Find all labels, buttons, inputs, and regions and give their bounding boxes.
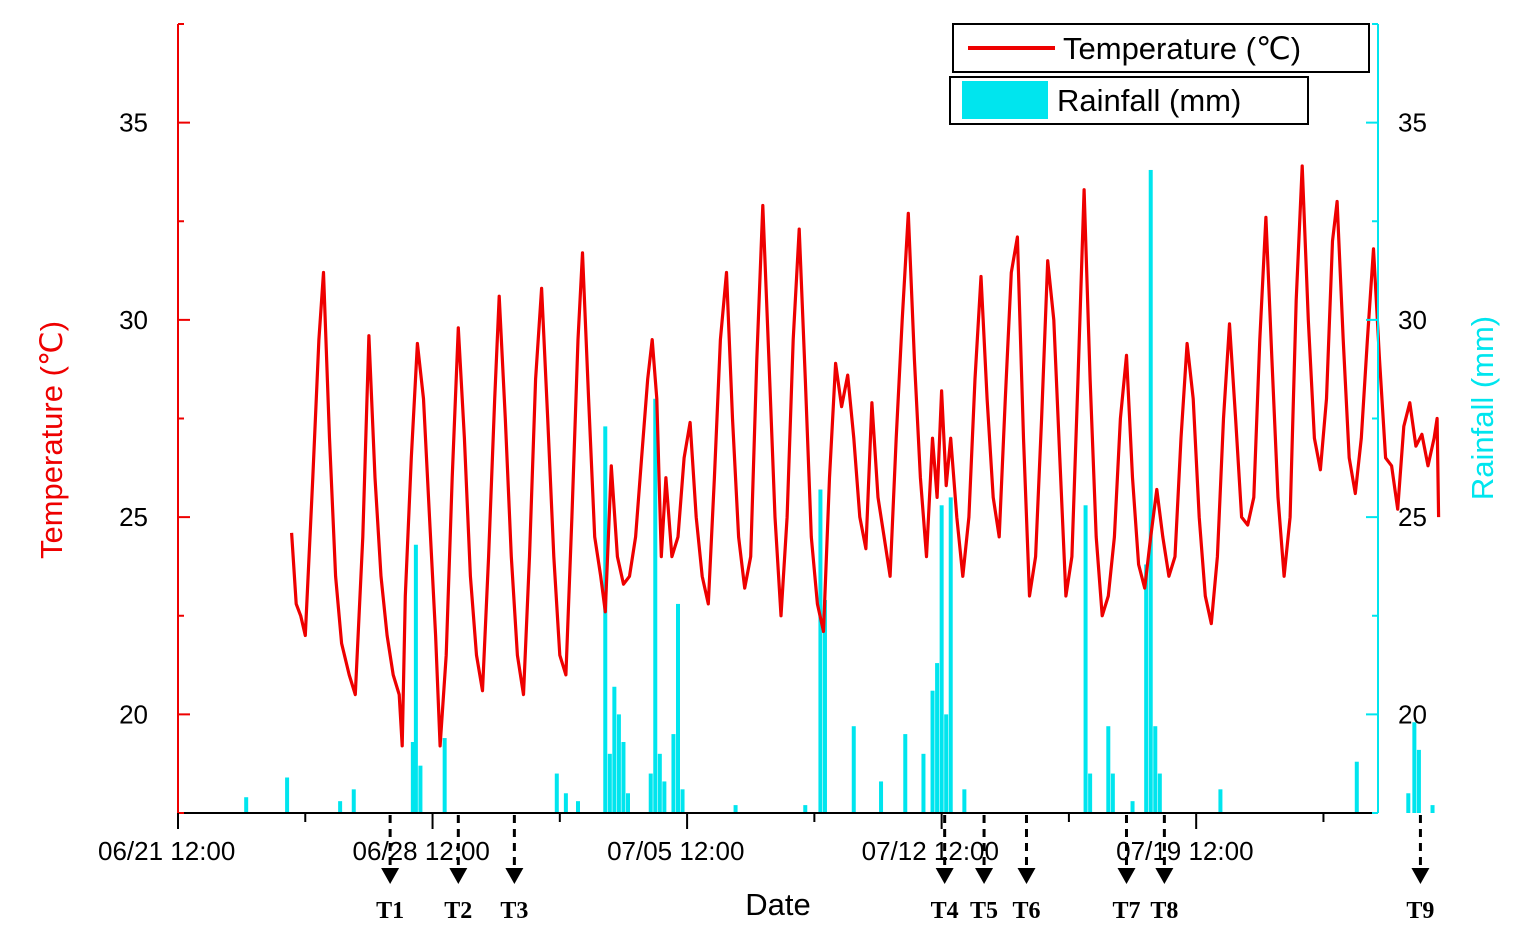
marker-arrow xyxy=(1155,868,1174,884)
rainfall-bar xyxy=(962,789,967,813)
rainfall-bar xyxy=(935,663,940,813)
rainfall-bar xyxy=(662,781,667,813)
rainfall-bar xyxy=(803,805,808,813)
rainfall-bar xyxy=(879,781,884,813)
rainfall-bar xyxy=(1412,722,1417,813)
temperature-line xyxy=(290,164,1441,748)
rainfall-bar xyxy=(903,734,908,813)
rainfall-bar xyxy=(948,497,953,813)
marker-label: T6 xyxy=(1012,898,1040,924)
marker-label: T3 xyxy=(500,898,528,924)
x-tick-label: 07/12 12:00 xyxy=(862,836,999,866)
rainfall-bar xyxy=(676,603,680,813)
marker-arrow xyxy=(449,868,468,884)
x-tick-label: 06/28 12:00 xyxy=(353,836,490,866)
left-y-tick-label: 25 xyxy=(119,502,148,532)
rainfall-bar xyxy=(442,738,447,813)
marker-label: T4 xyxy=(931,898,959,924)
marker-label: T8 xyxy=(1150,898,1178,924)
left-y-tick-label: 30 xyxy=(119,305,148,335)
rainfall-bar xyxy=(1153,726,1158,813)
marker-arrow xyxy=(381,868,400,884)
marker-arrow xyxy=(975,868,994,884)
rainfall-bar xyxy=(733,805,738,813)
rainfall-bar xyxy=(1406,793,1411,813)
rainfall-bar xyxy=(244,797,249,813)
legend-box-temperature xyxy=(952,23,1370,73)
marker-arrow xyxy=(505,868,524,884)
rainfall-bar xyxy=(626,793,630,813)
rainfall-bar xyxy=(657,753,662,813)
right-y-tick-label: 30 xyxy=(1398,305,1427,335)
rainfall-bar xyxy=(1106,726,1111,813)
rainfall-bar xyxy=(653,398,658,813)
rainfall-bar xyxy=(1144,564,1149,813)
rainfall-bar xyxy=(1157,773,1162,813)
legend-label-temperature: Temperature (℃) xyxy=(1063,31,1301,66)
rainfall-bar xyxy=(822,599,827,813)
marker-label: T5 xyxy=(970,898,998,924)
marker-label: T1 xyxy=(376,898,404,924)
rainfall-bar xyxy=(1218,789,1223,813)
legend-swatch-rainfall xyxy=(962,81,1048,119)
right-axis-title: Rainfall (mm) xyxy=(1465,316,1500,500)
rainfall-bar xyxy=(851,726,856,813)
rainfall-bar xyxy=(418,765,423,813)
rainfall-bar xyxy=(563,793,568,813)
marker-arrow xyxy=(1117,868,1136,884)
rainfall-bar xyxy=(285,777,290,813)
x-axis-title: Date xyxy=(745,887,810,922)
rainfall-bar xyxy=(603,426,608,813)
right-y-tick-label: 35 xyxy=(1398,108,1427,138)
rainfall-bar xyxy=(1110,773,1115,813)
right-y-tick-label: 25 xyxy=(1398,502,1427,532)
axes: 20 20 25 25 30 30 35 35 06/21 12:00 06/28 12:00 07… xyxy=(98,23,1427,866)
rainfall-bar xyxy=(680,789,685,813)
rainfall-bar xyxy=(351,789,356,813)
rainfall-bar xyxy=(1088,773,1093,813)
legend-label-rainfall: Rainfall (mm) xyxy=(1057,83,1241,118)
rainfall-bar xyxy=(607,753,612,813)
rainfall-bar xyxy=(554,773,559,813)
x-tick-label: 07/19 12:00 xyxy=(1116,836,1253,866)
rainfall-bar xyxy=(338,801,343,813)
rainfall-bar xyxy=(1130,801,1135,813)
rainfall-bar xyxy=(612,686,617,813)
marker-label: T9 xyxy=(1406,898,1434,924)
rainfall-bar xyxy=(671,734,676,813)
temperature-series xyxy=(290,164,1441,748)
sample-markers: T1 T2 T3 T4 T5 T6 T7 T8 T9 xyxy=(376,815,1434,924)
x-tick-label: 06/21 12:00 xyxy=(98,836,235,866)
marker-label: T7 xyxy=(1112,898,1140,924)
rainfall-bar xyxy=(413,544,418,813)
legend: Temperature (℃) Rainfall (mm) xyxy=(949,23,1370,125)
rainfall-bar xyxy=(818,489,823,813)
marker-arrow xyxy=(1411,868,1430,884)
rainfall-bar xyxy=(1083,505,1088,813)
rainfall-bar xyxy=(648,773,653,813)
right-y-tick-label: 20 xyxy=(1398,699,1427,729)
rainfall-bar xyxy=(1354,761,1359,813)
rainfall-bar xyxy=(1148,169,1153,814)
rainfall-bar xyxy=(576,801,580,813)
rainfall-bar xyxy=(1416,749,1421,813)
rainfall-bar xyxy=(621,741,626,813)
rainfall-bar xyxy=(616,714,621,813)
marker-arrow xyxy=(1017,868,1036,884)
left-axis-title: Temperature (℃) xyxy=(34,321,69,559)
rainfall-bar xyxy=(1430,805,1435,813)
rainfall-bar xyxy=(930,690,935,813)
rainfall-bar xyxy=(939,505,944,813)
rainfall-bar xyxy=(410,741,415,813)
rainfall-series xyxy=(244,169,1435,814)
rainfall-bar xyxy=(944,714,949,813)
rainfall-bar xyxy=(921,753,926,813)
left-y-tick-label: 35 xyxy=(119,108,148,138)
marker-label: T2 xyxy=(444,898,472,924)
marker-arrow xyxy=(935,868,954,884)
x-tick-label: 07/05 12:00 xyxy=(607,836,744,866)
left-y-tick-label: 20 xyxy=(119,699,148,729)
